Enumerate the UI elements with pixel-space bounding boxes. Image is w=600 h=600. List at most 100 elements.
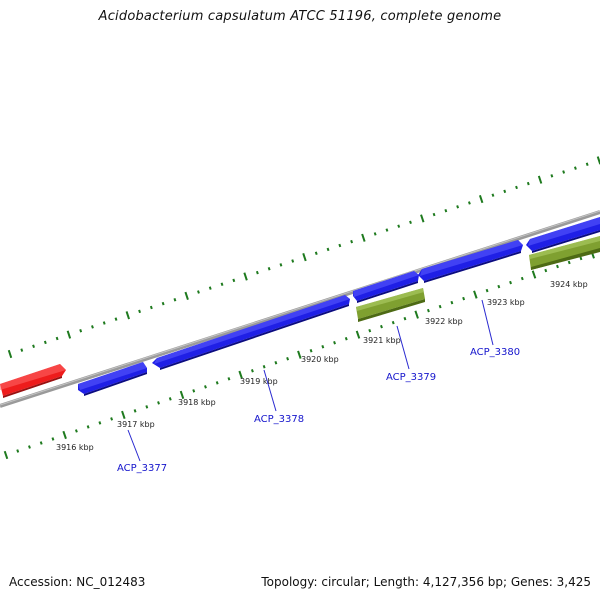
leader-acp-3380 bbox=[481, 299, 494, 346]
inner-tick-track bbox=[3, 250, 595, 460]
minor-tick bbox=[574, 166, 577, 170]
gene-arrow-right-edge[interactable] bbox=[526, 217, 600, 253]
major-tick bbox=[473, 290, 478, 299]
minor-tick bbox=[74, 429, 78, 433]
minor-tick bbox=[491, 193, 495, 197]
minor-tick bbox=[485, 288, 489, 293]
minor-tick bbox=[391, 320, 395, 325]
map-title: Acidobacterium capsulatum ATCC 51196, co… bbox=[98, 9, 502, 24]
minor-tick bbox=[567, 260, 571, 265]
minor-tick bbox=[16, 449, 20, 453]
minor-tick bbox=[426, 308, 430, 313]
minor-tick bbox=[373, 232, 377, 236]
genome-backbone bbox=[0, 210, 600, 408]
major-tick bbox=[478, 194, 484, 204]
minor-tick bbox=[114, 317, 118, 321]
minor-tick bbox=[338, 243, 342, 248]
minor-tick bbox=[403, 316, 407, 321]
minor-tick bbox=[497, 284, 501, 289]
major-tick bbox=[125, 311, 130, 320]
minor-tick bbox=[450, 300, 454, 305]
minor-tick bbox=[197, 290, 200, 294]
gene-label-acp-3377[interactable]: ACP_3377 bbox=[117, 463, 167, 474]
major-tick bbox=[179, 390, 185, 399]
gene-label-acp-3380[interactable]: ACP_3380 bbox=[470, 347, 520, 358]
major-tick bbox=[420, 214, 425, 223]
minor-tick bbox=[255, 270, 259, 275]
minor-tick bbox=[79, 329, 83, 333]
minor-tick bbox=[43, 340, 47, 345]
major-tick bbox=[62, 430, 67, 440]
gene-arrow-acp-3378[interactable] bbox=[152, 295, 350, 370]
minor-tick bbox=[321, 344, 325, 349]
topology-summary: Topology: circular; Length: 4,127,356 bp… bbox=[261, 575, 591, 589]
gene-labels: ACP_3377 ACP_3378 ACP_3379 ACP_3380 bbox=[117, 347, 520, 474]
gene-block-reverse-2[interactable] bbox=[529, 236, 600, 270]
minor-tick bbox=[385, 228, 389, 232]
minor-tick bbox=[110, 417, 114, 421]
accession-label: Accession: NC_012483 bbox=[9, 575, 146, 589]
tick-label-3921: 3921 kbp bbox=[363, 336, 401, 345]
minor-tick bbox=[326, 247, 330, 252]
minor-tick bbox=[204, 385, 207, 389]
minor-tick bbox=[562, 170, 566, 174]
minor-tick bbox=[438, 304, 442, 309]
gene-block-reverse-1[interactable] bbox=[356, 288, 425, 322]
major-tick bbox=[243, 272, 248, 281]
gene-arrow-acp-3380[interactable] bbox=[418, 240, 523, 283]
major-tick bbox=[531, 270, 537, 279]
minor-tick bbox=[32, 344, 35, 348]
minor-tick bbox=[333, 340, 336, 345]
minor-tick bbox=[227, 377, 231, 381]
gene-label-acp-3378[interactable]: ACP_3378 bbox=[254, 414, 304, 425]
major-tick bbox=[361, 233, 366, 242]
major-tick bbox=[414, 310, 419, 319]
major-tick bbox=[3, 450, 9, 460]
minor-tick bbox=[456, 205, 460, 209]
minor-tick bbox=[220, 282, 224, 287]
minor-tick bbox=[215, 381, 219, 385]
minor-tick bbox=[314, 251, 318, 256]
leader-acp-3379 bbox=[396, 325, 410, 370]
major-tick bbox=[302, 253, 307, 262]
minor-tick bbox=[157, 401, 160, 405]
minor-tick bbox=[350, 239, 354, 244]
gene-label-leaders bbox=[127, 299, 494, 462]
minor-tick bbox=[161, 301, 165, 306]
major-tick bbox=[297, 350, 302, 359]
tick-label-3919: 3919 kbp bbox=[240, 377, 278, 386]
minor-tick bbox=[585, 162, 589, 166]
minor-tick bbox=[267, 267, 271, 271]
minor-tick bbox=[467, 201, 471, 205]
minor-tick bbox=[39, 441, 43, 445]
tick-labels: 3916 kbp 3917 kbp 3918 kbp 3919 kbp 3920… bbox=[56, 280, 588, 452]
minor-tick bbox=[509, 280, 512, 285]
minor-tick bbox=[368, 328, 372, 333]
minor-tick bbox=[86, 425, 90, 429]
minor-tick bbox=[380, 324, 383, 329]
gene-arrow-acp-3377[interactable] bbox=[78, 362, 147, 396]
minor-tick bbox=[544, 268, 548, 273]
minor-tick bbox=[133, 409, 137, 413]
leader-acp-3378 bbox=[263, 369, 277, 412]
minor-tick bbox=[409, 220, 412, 225]
minor-tick bbox=[232, 278, 236, 283]
major-tick bbox=[66, 330, 72, 339]
gene-arrow-red[interactable] bbox=[0, 364, 66, 398]
gene-label-acp-3379[interactable]: ACP_3379 bbox=[386, 372, 436, 383]
minor-tick bbox=[168, 397, 172, 401]
tick-label-3917: 3917 kbp bbox=[117, 420, 155, 429]
minor-tick bbox=[526, 181, 530, 186]
gene-arrow-acp-3379[interactable] bbox=[353, 271, 419, 303]
minor-tick bbox=[520, 276, 524, 281]
minor-tick bbox=[28, 445, 31, 449]
major-tick bbox=[184, 291, 189, 301]
minor-tick bbox=[291, 259, 295, 263]
outer-tick-track bbox=[7, 156, 600, 359]
minor-tick bbox=[286, 357, 290, 361]
minor-tick bbox=[309, 348, 313, 353]
major-tick bbox=[537, 175, 543, 184]
major-tick bbox=[7, 349, 13, 359]
minor-tick bbox=[556, 264, 559, 269]
minor-tick bbox=[138, 309, 141, 314]
